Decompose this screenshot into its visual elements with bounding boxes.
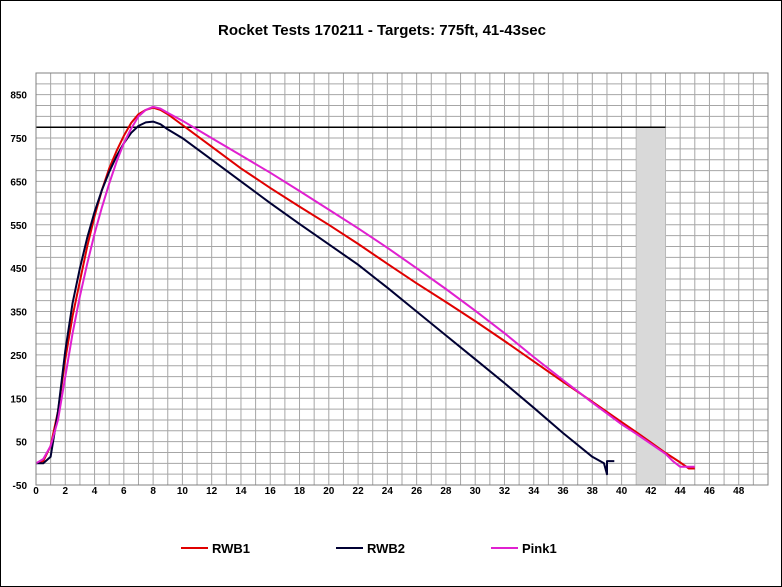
y-tick-label: 50	[16, 438, 28, 449]
grid	[35, 72, 769, 486]
x-tick-label: 2	[62, 486, 68, 497]
target-window	[635, 126, 666, 486]
plot-border	[35, 72, 769, 486]
series-line-rwb2	[36, 120, 615, 476]
legend-label-rwb2: RWB2	[367, 541, 405, 556]
x-tick-label: 44	[675, 486, 687, 497]
x-tick-label: 30	[470, 486, 482, 497]
legend-label-rwb1: RWB1	[212, 541, 250, 556]
x-tick-label: 22	[353, 486, 365, 497]
y-tick-label: 350	[10, 308, 27, 319]
y-tick-label: 150	[10, 394, 27, 405]
target-time-window	[635, 126, 666, 486]
x-tick-label: 48	[733, 486, 745, 497]
x-tick-label: 0	[33, 486, 39, 497]
series-line-rwb1	[35, 106, 695, 470]
y-tick-label: 250	[10, 351, 27, 362]
x-tick-label: 12	[206, 486, 218, 497]
x-tick-label: 18	[294, 486, 306, 497]
x-tick-labels: 0 2 4 6 8 10 12 14 16 18 20 22 24 26 28 30 32 34 36 38 40 42 4…	[33, 486, 745, 497]
series-group	[35, 105, 695, 476]
y-tick-label: 650	[10, 177, 27, 188]
y-tick-label: 750	[10, 134, 27, 145]
x-tick-label: 14	[235, 486, 247, 497]
x-tick-label: 38	[587, 486, 599, 497]
y-tick-label: 850	[10, 91, 27, 102]
series-line-pink1	[35, 105, 695, 468]
x-tick-label: 40	[616, 486, 628, 497]
y-tick-label: 550	[10, 221, 27, 232]
x-tick-label: 4	[92, 486, 98, 497]
x-tick-label: 10	[177, 486, 189, 497]
x-tick-label: 36	[557, 486, 569, 497]
y-tick-label: 450	[10, 264, 27, 275]
x-tick-label: 6	[121, 486, 127, 497]
x-tick-label: 46	[704, 486, 716, 497]
x-tick-label: 16	[265, 486, 277, 497]
x-tick-label: 42	[645, 486, 657, 497]
x-tick-label: 8	[150, 486, 156, 497]
x-tick-label: 20	[323, 486, 335, 497]
y-tick-labels: -50 50 150 250 350 450 550 650 750 850	[10, 91, 27, 492]
axes	[35, 72, 769, 486]
x-tick-label: 26	[411, 486, 423, 497]
x-tick-label: 32	[499, 486, 511, 497]
chart-title: Rocket Tests 170211 - Targets: 775ft, 41…	[218, 22, 546, 39]
y-tick-label: -50	[13, 481, 28, 492]
x-tick-label: 34	[528, 486, 540, 497]
x-tick-label: 24	[382, 486, 394, 497]
legend-label-pink1: Pink1	[522, 541, 557, 556]
legend: RWB1 RWB2 Pink1	[181, 541, 557, 556]
x-tick-label: 28	[440, 486, 452, 497]
